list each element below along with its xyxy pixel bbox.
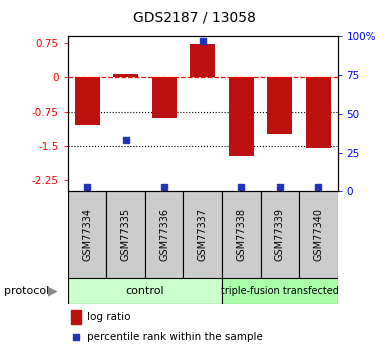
Bar [306, 77, 331, 148]
Text: protocol: protocol [4, 286, 49, 296]
Text: GSM77340: GSM77340 [313, 208, 323, 261]
Text: GSM77337: GSM77337 [198, 208, 208, 261]
Bar [145, 191, 184, 278]
Text: GSM77336: GSM77336 [159, 208, 169, 261]
Text: triple-fusion transfected: triple-fusion transfected [221, 286, 339, 296]
Text: GSM77339: GSM77339 [275, 208, 285, 261]
Text: GDS2187 / 13058: GDS2187 / 13058 [133, 10, 255, 24]
Bar [68, 278, 222, 304]
Text: GSM77338: GSM77338 [236, 208, 246, 261]
Bar [68, 191, 106, 278]
Bar [74, 77, 100, 125]
Bar [299, 191, 338, 278]
Text: percentile rank within the sample: percentile rank within the sample [87, 332, 263, 342]
Bar [152, 77, 177, 118]
Text: GSM77335: GSM77335 [121, 208, 131, 261]
Bar [184, 191, 222, 278]
Bar [71, 310, 81, 324]
Bar [229, 77, 254, 156]
Text: log ratio: log ratio [87, 312, 130, 322]
Bar [106, 191, 145, 278]
Text: GSM77334: GSM77334 [82, 208, 92, 261]
Text: ▶: ▶ [48, 284, 57, 297]
Bar [113, 74, 138, 77]
Bar [267, 77, 292, 135]
Bar [260, 191, 299, 278]
Text: control: control [126, 286, 164, 296]
Bar [190, 45, 215, 77]
Bar [222, 191, 260, 278]
Bar [222, 278, 338, 304]
